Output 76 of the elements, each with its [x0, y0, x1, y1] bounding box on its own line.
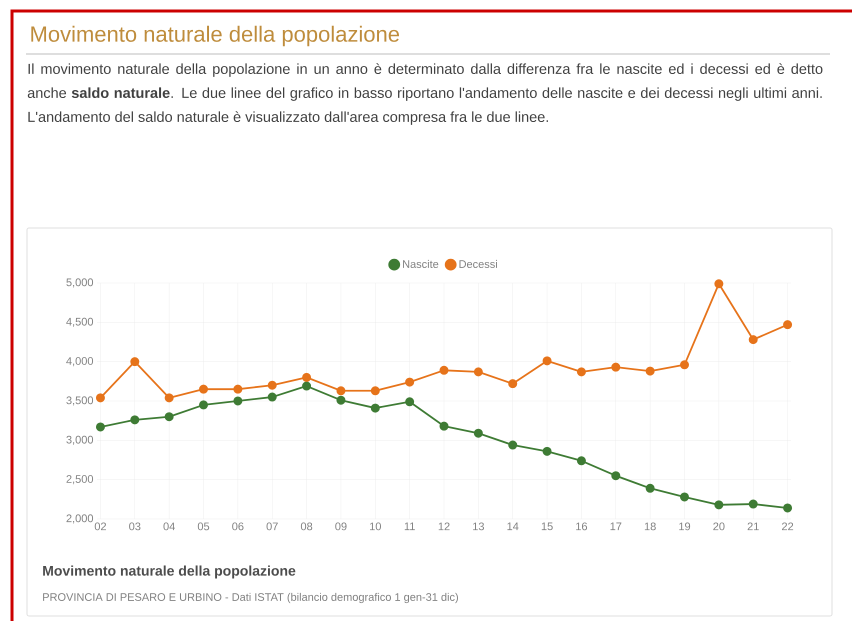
chart-subtitle: Il movimento naturale della popolazione in un anno è determinato dalla differenza fra le nascite ed i decessi ed è detto anche saldo naturale. Le due linee del grafico in basso riportano l'andamento delle nascite e dei decessi negli ultimi anni. L'andamento del saldo naturale è visualizzato dall'area compresa fra le due linee. — [28, 63, 822, 125]
point — [268, 380, 277, 390]
point — [268, 392, 277, 402]
point — [680, 492, 690, 502]
x-tick-label: 06 — [232, 522, 244, 530]
y-tick-label: 2,500 — [66, 475, 94, 484]
x-tick-label: 13 — [473, 522, 484, 530]
y-tick-label: 4,500 — [66, 318, 94, 327]
point — [96, 422, 105, 432]
point — [576, 456, 586, 466]
point — [405, 378, 414, 387]
point — [611, 471, 620, 480]
x-tick-label: 03 — [129, 522, 140, 530]
point — [646, 366, 655, 376]
point — [714, 500, 724, 510]
y-tick-label: 3,000 — [66, 436, 94, 445]
y-tick-label: 5,000 — [66, 278, 94, 288]
x-tick-label: 02 — [94, 522, 106, 530]
x-tick-label: 09 — [335, 522, 347, 530]
point — [302, 372, 312, 382]
point — [164, 393, 174, 402]
text: Movimento naturale della popolazione — [43, 565, 296, 579]
point — [474, 367, 483, 376]
text: PROVINCIA DI PESARO E URBINO - Dati ISTAT (bilancio demografico 1 gen-31 dic) — [43, 592, 458, 604]
point — [680, 360, 690, 370]
legend-label: Decessi — [459, 260, 497, 268]
point — [508, 379, 518, 388]
y-tick-label: 3,500 — [66, 396, 94, 406]
x-tick-label: 16 — [576, 522, 588, 530]
point — [336, 396, 346, 405]
point — [440, 422, 449, 431]
chart-title: Movimento naturale della popolazione — [31, 26, 400, 46]
y-tick-label: 2,000 — [66, 514, 94, 524]
point — [508, 440, 518, 450]
point — [233, 396, 242, 406]
y-tick-label: 4,000 — [66, 357, 94, 366]
x-tick-label: 15 — [542, 522, 553, 530]
x-tick-label: 12 — [438, 522, 450, 530]
point — [130, 415, 140, 424]
point — [748, 500, 758, 509]
point — [405, 397, 414, 406]
point — [440, 366, 449, 375]
point — [302, 382, 312, 391]
x-tick-label: 21 — [748, 522, 759, 530]
point — [164, 412, 174, 422]
point — [646, 484, 655, 493]
point — [783, 503, 792, 512]
point — [542, 356, 552, 366]
point — [714, 279, 724, 288]
x-tick-label: 19 — [679, 522, 690, 530]
point — [336, 386, 346, 396]
point — [233, 384, 242, 394]
x-tick-label: 22 — [782, 522, 794, 530]
point — [370, 404, 380, 413]
point — [474, 428, 483, 438]
point — [576, 367, 586, 376]
legend-label: Nascite — [403, 260, 438, 268]
x-tick-label: 11 — [404, 522, 415, 530]
x-tick-label: 08 — [300, 522, 312, 530]
point — [611, 362, 620, 372]
x-tick-label: 14 — [507, 522, 519, 530]
point — [199, 384, 208, 394]
point — [130, 357, 140, 366]
point — [542, 446, 552, 456]
x-tick-label: 07 — [266, 522, 278, 530]
point — [96, 393, 105, 402]
x-tick-label: 10 — [370, 522, 381, 530]
point — [199, 400, 208, 410]
x-tick-label: 05 — [198, 522, 210, 530]
x-tick-label: 17 — [610, 522, 622, 530]
x-tick-label: 20 — [713, 522, 725, 530]
x-tick-label: 04 — [163, 522, 175, 530]
point — [783, 320, 792, 330]
x-tick-label: 18 — [644, 522, 656, 530]
point — [370, 386, 380, 396]
point — [748, 335, 758, 344]
